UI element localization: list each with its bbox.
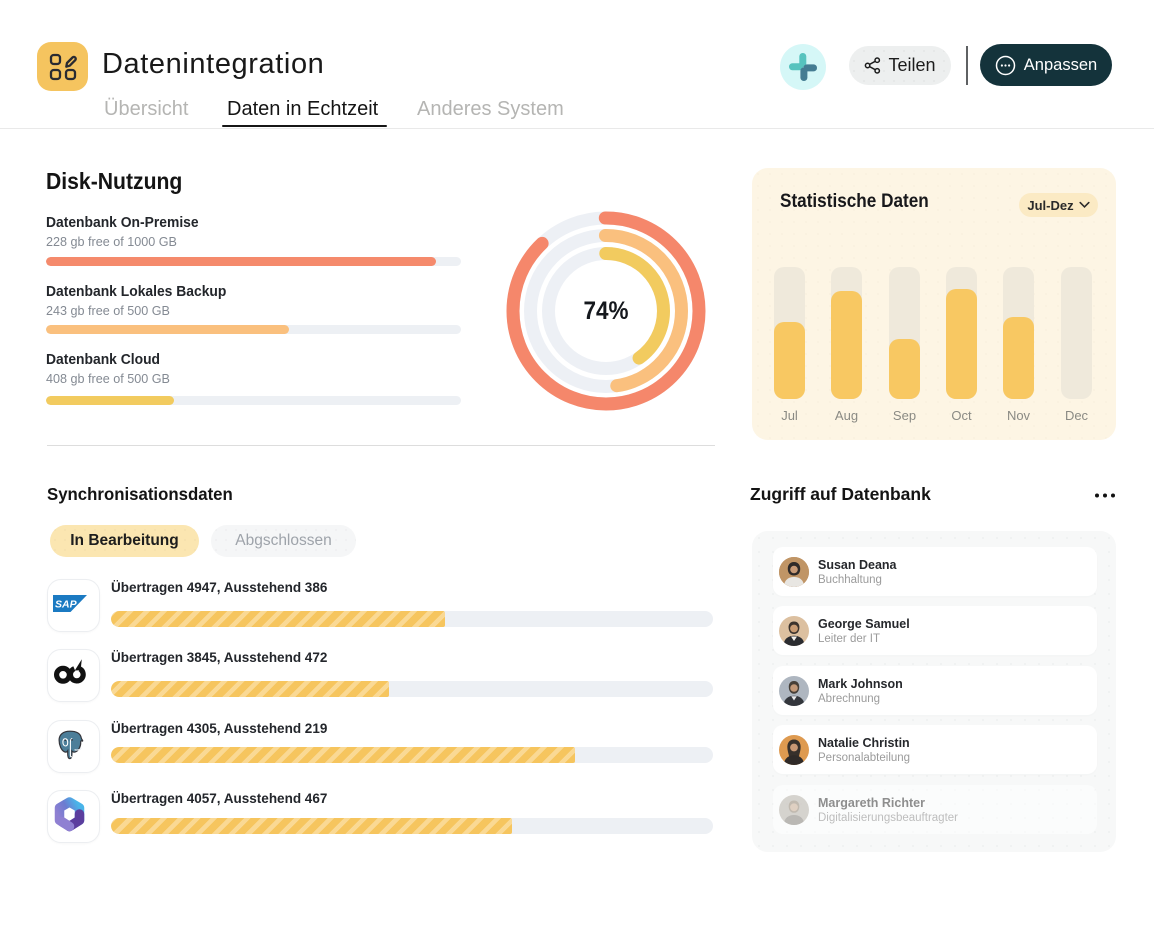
svg-text:SAP: SAP xyxy=(55,599,78,611)
